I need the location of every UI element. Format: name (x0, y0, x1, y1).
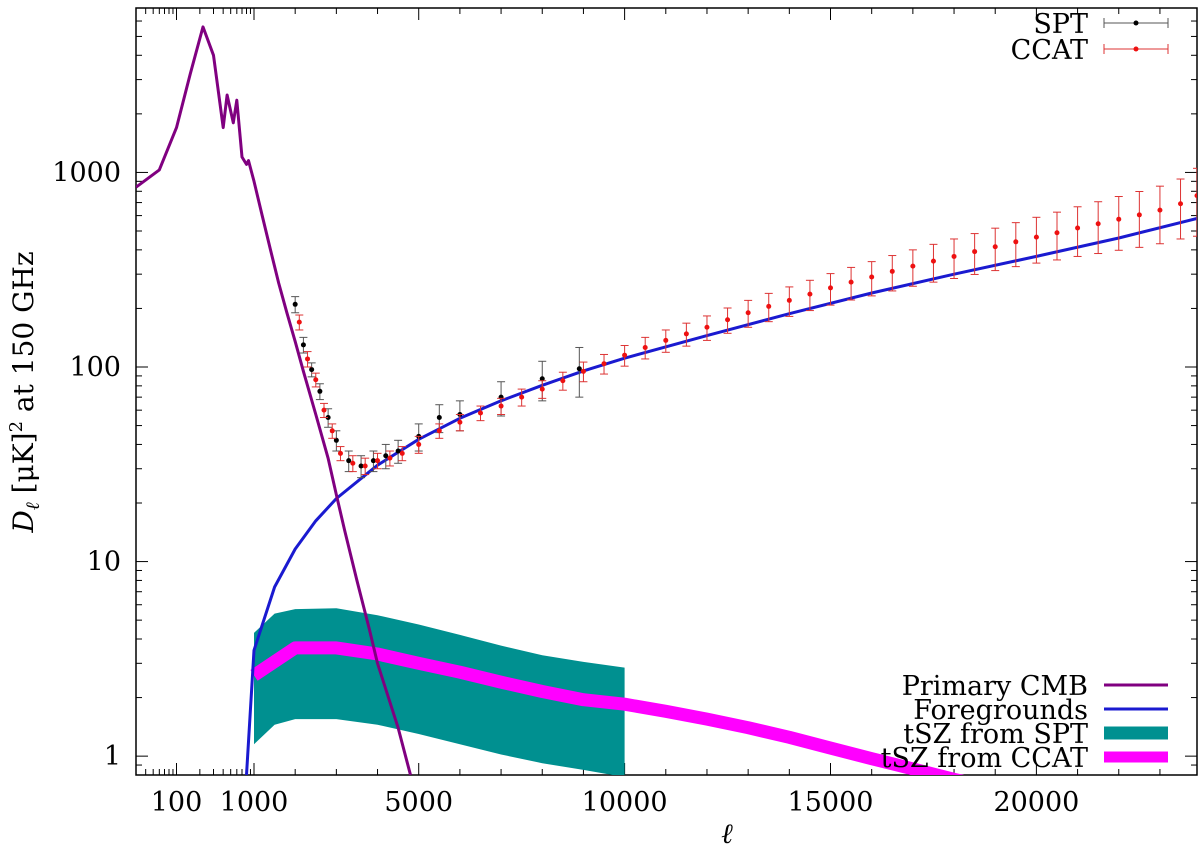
ccat-point (399, 450, 405, 456)
x-tick-label: 100 (151, 787, 203, 818)
ccat-point (972, 249, 978, 255)
spt-point (576, 366, 582, 372)
y-tick-labels: 1 10 100 1000 (52, 157, 121, 772)
ccat-point (828, 285, 834, 291)
ccat-point (869, 274, 875, 280)
x-tick-label: 15000 (788, 787, 874, 818)
ccat-point (580, 368, 586, 374)
spt-point (383, 453, 389, 459)
y-axis-label-symbol: D (7, 510, 40, 533)
legend-label-ccat: CCAT (1011, 35, 1088, 66)
legend-label-tsz-from-ccat: tSZ from CCAT (881, 743, 1088, 774)
spt-point (346, 458, 352, 464)
legend-label-spt: SPT (1033, 9, 1088, 40)
ccat-point (1178, 201, 1184, 207)
ccat-point (642, 344, 648, 350)
ccat-point (416, 441, 422, 447)
ccat-point (1075, 225, 1081, 231)
ccat-point (313, 377, 319, 383)
axis-ticks (136, 7, 1197, 776)
legend-point-spt (1133, 20, 1139, 26)
ccat-point (910, 263, 916, 269)
y-tick-label: 1000 (52, 157, 121, 188)
ccat-point (1194, 193, 1197, 199)
plot-frame (135, 7, 1198, 776)
series-layer (136, 25, 1197, 775)
y-axis-label-unit: [μK] (7, 432, 40, 502)
ccat-point (1157, 207, 1163, 213)
ccat-point (1095, 221, 1101, 227)
spt-point (317, 388, 323, 394)
ccat-point (539, 386, 545, 392)
ccat-point (704, 324, 710, 330)
ccat-point (477, 410, 483, 416)
y-axis-label-sup: 2 (6, 421, 27, 432)
ccat-point (725, 317, 731, 323)
ccat-point (337, 450, 343, 456)
y-tick-label: 10 (87, 547, 121, 578)
ccat-point (622, 352, 628, 358)
ccat-point (786, 297, 792, 303)
spt-point (309, 367, 315, 373)
x-tick-label: 5000 (384, 787, 453, 818)
x-axis-label: ℓ (721, 817, 733, 849)
x-tick-label: 1000 (220, 787, 289, 818)
ccat-point (321, 407, 327, 413)
ccat-point (375, 458, 381, 464)
ccat-point (350, 460, 356, 466)
y-axis-label: Dℓ [μK]2 at 150 GHz (6, 251, 44, 533)
ccat-point (663, 337, 669, 343)
y-axis-label-rest: at 150 GHz (7, 251, 40, 421)
ccat-point (930, 258, 936, 264)
ccat-point (992, 244, 998, 250)
ccat-point (766, 303, 772, 309)
ccat-point (1136, 212, 1142, 218)
tsz-ccat-band (250, 641, 965, 775)
spt-point (325, 415, 331, 421)
ccat-point (1116, 216, 1122, 222)
ccat-point (329, 428, 335, 434)
spt-point (395, 448, 401, 454)
ccat-point (519, 394, 525, 400)
y-tick-label: 100 (69, 352, 121, 383)
ccat-point (296, 319, 302, 325)
spt-point (358, 463, 364, 469)
ccat-point (457, 419, 463, 425)
primary-cmb-line (136, 25, 412, 775)
legend-label-primary-cmb: Primary CMB (902, 671, 1088, 702)
ccat-point (848, 279, 854, 285)
ccat-point (436, 428, 442, 434)
spt-point (333, 437, 339, 443)
ccat-point (498, 403, 504, 409)
spt-point (539, 376, 545, 382)
spt-point (300, 342, 306, 348)
y-tick-label: 1 (104, 741, 121, 772)
spt-point (436, 415, 442, 421)
spt-point (370, 458, 376, 464)
x-tick-label: 20000 (993, 787, 1079, 818)
ccat-point (807, 291, 813, 297)
ccat-point (387, 455, 393, 461)
legend-label-foregrounds: Foregrounds (913, 695, 1088, 726)
ccat-point (1033, 234, 1039, 240)
legend-label-tsz-from-spt: tSZ from SPT (903, 719, 1088, 750)
ccat-point (951, 253, 957, 259)
ccat-point (560, 378, 566, 384)
ccat-point (683, 331, 689, 337)
ccat-point (362, 463, 368, 469)
x-tick-labels: 100 1000 5000 10000 15000 20000 (151, 787, 1080, 818)
legend-point-ccat (1133, 46, 1139, 52)
ccat-point (1054, 230, 1060, 236)
ccat-point (1013, 239, 1019, 245)
ccat-point (601, 361, 607, 367)
spt-point (292, 301, 298, 307)
y-axis-label-subscript: ℓ (22, 502, 44, 510)
ccat-point (889, 268, 895, 274)
ccat-point (745, 310, 751, 316)
ccat-point (305, 356, 311, 362)
x-tick-label: 10000 (582, 787, 668, 818)
